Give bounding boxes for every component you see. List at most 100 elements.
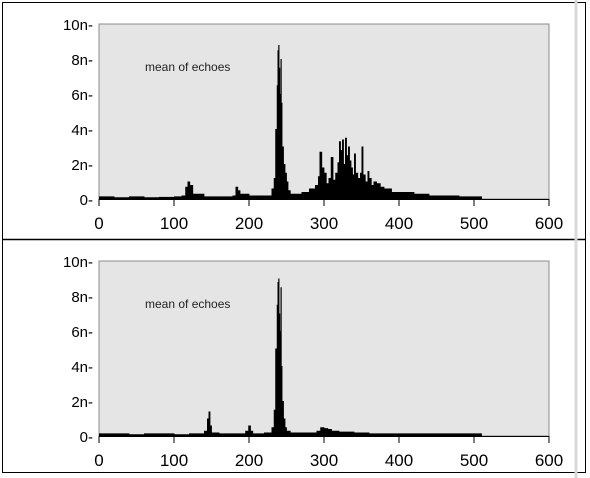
y-tick-label: 0- — [80, 192, 93, 209]
histogram-bar — [280, 287, 282, 436]
x-tick-label: 500 — [460, 214, 488, 233]
histogram-bar — [357, 178, 361, 199]
histogram-bar — [346, 155, 349, 199]
histogram-bar — [318, 176, 320, 199]
x-tick-label: 100 — [160, 214, 188, 233]
histogram-bar — [365, 181, 368, 199]
histogram-bar — [414, 193, 430, 199]
histogram-bar — [342, 139, 344, 199]
histogram-bar — [281, 102, 283, 199]
histogram-bar — [114, 433, 130, 437]
histogram-bar — [288, 190, 291, 199]
chart-panel-top: mean of echoes 10n- 8n- 6n- 4n- 2n- 0- 0… — [63, 17, 563, 233]
x-tick-label: 200 — [235, 214, 263, 233]
histogram-bar — [250, 430, 254, 436]
histogram-bar — [361, 146, 364, 199]
histogram-bar — [264, 432, 272, 436]
x-tick-label: 300 — [310, 214, 338, 233]
histogram-bar — [399, 433, 415, 437]
histogram-bar — [207, 418, 209, 436]
x-axis: 0 100 200 300 400 500 600 — [94, 199, 563, 233]
x-tick-label: 300 — [310, 451, 338, 470]
x-tick-label: 600 — [535, 451, 563, 470]
y-tick-label: 4n- — [71, 122, 93, 139]
histogram-bar — [245, 430, 249, 436]
y-axis: 10n- 8n- 6n- 4n- 2n- 0- — [63, 254, 93, 446]
histogram-bar — [373, 181, 377, 199]
histogram-bar — [285, 172, 287, 199]
histogram-bar — [376, 183, 381, 199]
histogram-bar — [279, 94, 281, 199]
histogram-bar — [301, 432, 317, 436]
histogram-bar — [204, 196, 220, 200]
histogram-bar — [349, 160, 352, 199]
histogram-bar — [264, 195, 272, 199]
histogram-bar — [321, 167, 325, 199]
histogram-bar — [174, 434, 190, 436]
y-tick-label: 8n- — [71, 289, 93, 306]
histogram-bar — [237, 190, 241, 199]
y-tick-label: 2n- — [71, 394, 93, 411]
histogram-bar — [328, 178, 332, 199]
histogram-bar — [248, 425, 251, 436]
histogram-bar — [384, 433, 400, 437]
histogram-bar — [279, 331, 281, 436]
histogram-bar — [129, 434, 145, 436]
histogram-bar — [459, 433, 475, 437]
x-tick-label: 200 — [235, 451, 263, 470]
histogram-bar — [275, 129, 278, 199]
histogram-bar — [189, 433, 205, 437]
histogram-bar — [208, 411, 211, 436]
x-tick-label: 0 — [94, 214, 103, 233]
histogram-bar — [333, 179, 336, 199]
histogram-bar — [252, 433, 265, 437]
bars — [99, 278, 482, 437]
histogram-bar — [286, 430, 291, 436]
histogram-bar — [335, 172, 338, 199]
x-axis: 0 100 200 300 400 500 600 — [94, 436, 563, 470]
histogram-bar — [187, 181, 191, 199]
chart-panel-bottom: mean of echoes 10n- 8n- 6n- 4n- 2n- 0- 0… — [63, 254, 563, 470]
histogram-bar — [301, 192, 310, 199]
histogram-bar — [324, 172, 327, 199]
histogram-bar — [363, 174, 366, 199]
y-tick-label: 4n- — [71, 359, 93, 376]
histogram-bar — [281, 366, 283, 436]
histogram-bar — [327, 429, 332, 436]
histogram-bar — [279, 313, 281, 436]
histogram-bar — [369, 433, 385, 437]
histogram-bar — [355, 172, 359, 199]
histogram-bar — [273, 409, 276, 436]
histogram-bar — [414, 433, 430, 437]
histogram-bar — [371, 185, 374, 199]
histogram-bar — [380, 186, 385, 199]
histogram-bar — [360, 172, 362, 199]
y-tick-label: 0- — [80, 429, 93, 446]
histogram-bar — [309, 188, 316, 199]
x-tick-label: 100 — [160, 451, 188, 470]
histogram-bar — [316, 430, 321, 436]
histogram-bar — [339, 431, 355, 437]
histogram-bar — [234, 433, 246, 437]
histogram-bar — [294, 193, 302, 199]
histogram-bar — [276, 304, 278, 436]
histogram-bar — [232, 195, 236, 199]
histogram-bar — [351, 167, 353, 199]
histogram-bar — [174, 196, 182, 200]
histogram-bar — [277, 50, 279, 199]
histogram-bar — [340, 150, 343, 199]
histogram-bar — [339, 141, 341, 199]
histogram-bar — [282, 146, 284, 199]
histogram-bar — [144, 197, 160, 199]
histogram-bar — [290, 432, 302, 436]
x-tick-label: 600 — [535, 214, 563, 233]
histogram-bar — [354, 153, 356, 199]
plot-area — [98, 260, 550, 437]
histogram-bar — [278, 278, 280, 436]
histogram-bar — [204, 430, 208, 436]
histogram-bar — [369, 178, 372, 199]
histogram-bar — [235, 186, 239, 199]
histogram-bar — [345, 137, 347, 199]
histogram-bar — [276, 85, 278, 199]
histogram-bar — [480, 196, 482, 200]
